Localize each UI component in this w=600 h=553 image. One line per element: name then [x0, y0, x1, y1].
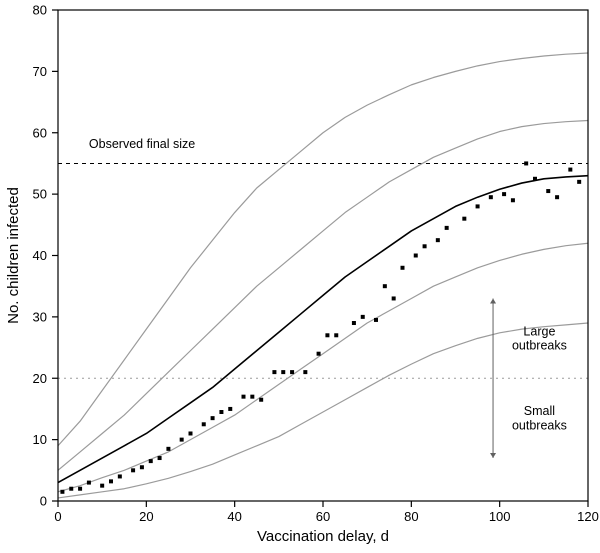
y-tick-label: 30 [33, 309, 47, 324]
scatter-point [511, 198, 515, 202]
chart-bg [0, 0, 600, 553]
scatter-point [577, 180, 581, 184]
scatter-point [100, 484, 104, 488]
x-tick-label: 0 [54, 509, 61, 524]
scatter-point [219, 410, 223, 414]
scatter-point [109, 479, 113, 483]
x-tick-label: 80 [404, 509, 418, 524]
y-tick-label: 50 [33, 187, 47, 202]
scatter-point [87, 481, 91, 485]
y-tick-label: 80 [33, 3, 47, 18]
scatter-point [211, 416, 215, 420]
scatter-point [250, 395, 254, 399]
scatter-point [118, 474, 122, 478]
y-tick-label: 70 [33, 64, 47, 79]
y-tick-label: 10 [33, 432, 47, 447]
scatter-point [392, 296, 396, 300]
scatter-point [476, 204, 480, 208]
scatter-point [524, 161, 528, 165]
chart-container: 0 20 40 60 80 100 120 0 10 20 30 40 50 60 70 80 Vaccinat… [0, 0, 600, 553]
scatter-point [555, 195, 559, 199]
y-tick-label: 60 [33, 125, 47, 140]
scatter-point [533, 177, 537, 181]
scatter-point [131, 468, 135, 472]
scatter-point [334, 333, 338, 337]
scatter-point [281, 370, 285, 374]
scatter-point [60, 490, 64, 494]
y-tick-label: 20 [33, 371, 47, 386]
scatter-point [414, 254, 418, 258]
scatter-point [228, 407, 232, 411]
x-tick-label: 60 [316, 509, 330, 524]
scatter-point [423, 244, 427, 248]
scatter-point [290, 370, 294, 374]
scatter-point [140, 465, 144, 469]
scatter-point [489, 195, 493, 199]
scatter-point [445, 226, 449, 230]
scatter-point [242, 395, 246, 399]
scatter-point [568, 168, 572, 172]
scatter-point [317, 352, 321, 356]
scatter-point [361, 315, 365, 319]
scatter-point [462, 217, 466, 221]
y-tick-label: 0 [40, 494, 47, 509]
y-axis-title: No. children infected [5, 187, 22, 324]
scatter-point [259, 398, 263, 402]
scatter-point [401, 266, 405, 270]
scatter-point [374, 318, 378, 322]
scatter-point [272, 370, 276, 374]
observed-final-size-label: Observed final size [89, 137, 195, 151]
scatter-point [352, 321, 356, 325]
scatter-point [303, 370, 307, 374]
scatter-point [546, 189, 550, 193]
scatter-point [436, 238, 440, 242]
x-axis-title: Vaccination delay, d [257, 528, 389, 545]
scatter-point [325, 333, 329, 337]
chart-svg: 0 20 40 60 80 100 120 0 10 20 30 40 50 60 70 80 Vaccinat… [0, 0, 600, 553]
scatter-point [383, 284, 387, 288]
scatter-point [78, 487, 82, 491]
x-tick-label: 120 [577, 509, 599, 524]
scatter-point [158, 456, 162, 460]
scatter-point [189, 431, 193, 435]
scatter-point [149, 459, 153, 463]
x-tick-label: 40 [227, 509, 241, 524]
scatter-point [202, 422, 206, 426]
x-tick-label: 100 [489, 509, 511, 524]
scatter-point [166, 447, 170, 451]
scatter-point [180, 438, 184, 442]
x-tick-label: 20 [139, 509, 153, 524]
scatter-point [69, 487, 73, 491]
scatter-point [502, 192, 506, 196]
y-tick-label: 40 [33, 248, 47, 263]
